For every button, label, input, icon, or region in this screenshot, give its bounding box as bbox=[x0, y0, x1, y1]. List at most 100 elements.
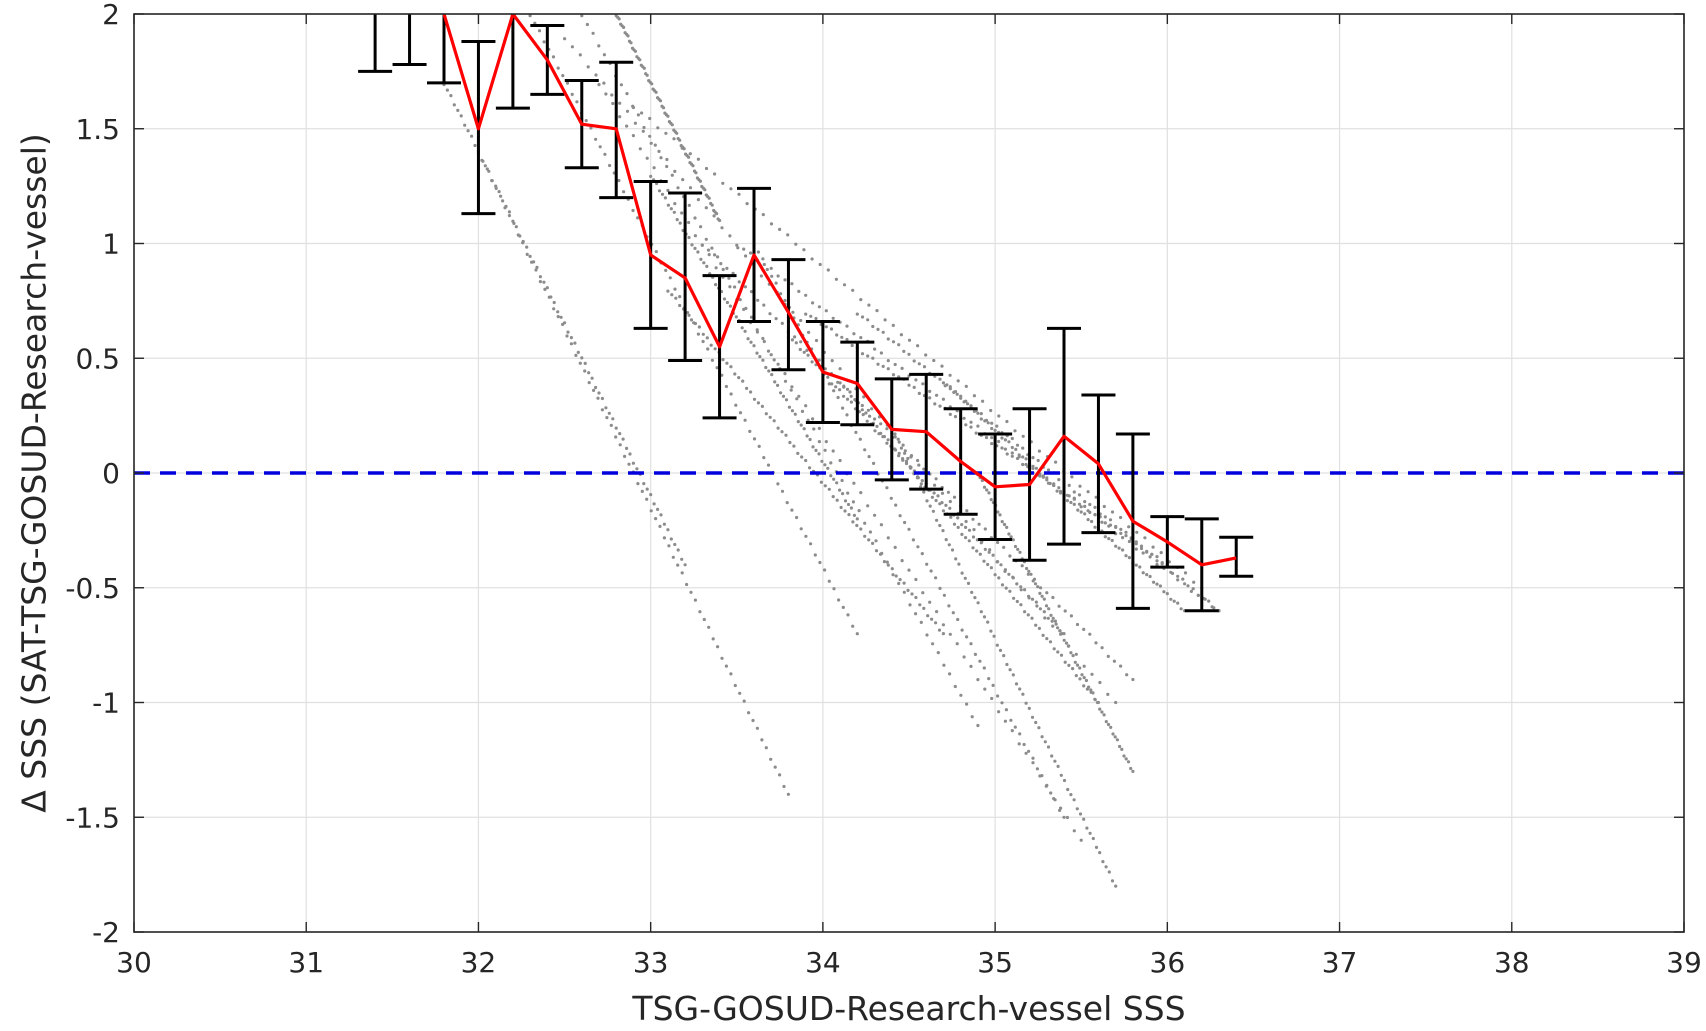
scatter-point bbox=[710, 246, 714, 250]
scatter-point bbox=[1114, 524, 1118, 529]
scatter-point bbox=[709, 343, 713, 347]
scatter-point bbox=[979, 417, 983, 421]
scatter-point bbox=[675, 218, 679, 222]
scatter-point bbox=[966, 581, 971, 586]
scatter-point bbox=[731, 271, 735, 275]
scatter-point bbox=[507, 210, 511, 214]
scatter-point bbox=[989, 566, 994, 570]
scatter-point bbox=[701, 332, 705, 336]
scatter-point bbox=[871, 541, 875, 546]
scatter-point bbox=[830, 382, 834, 386]
scatter-point bbox=[921, 591, 925, 595]
scatter-point bbox=[1015, 599, 1019, 604]
scatter-point bbox=[886, 359, 890, 363]
scatter-point bbox=[590, 376, 594, 380]
scatter-point bbox=[700, 243, 704, 247]
scatter-point bbox=[669, 537, 673, 541]
scatter-point bbox=[1176, 601, 1180, 605]
scatter-point bbox=[670, 173, 674, 177]
scatter-point bbox=[1100, 710, 1104, 714]
scatter-point bbox=[1057, 478, 1061, 482]
scatter-point bbox=[983, 687, 987, 691]
scatter-point bbox=[962, 655, 966, 659]
scatter-point bbox=[1071, 667, 1075, 671]
scatter-point bbox=[1189, 589, 1193, 594]
scatter-point bbox=[842, 283, 847, 287]
scatter-point bbox=[996, 540, 1000, 545]
scatter-point bbox=[1026, 572, 1030, 576]
scatter-point bbox=[1084, 678, 1088, 683]
scatter-point bbox=[794, 341, 798, 345]
scatter-point bbox=[691, 164, 695, 168]
scatter-point bbox=[835, 333, 839, 337]
scatter-point bbox=[1108, 518, 1113, 522]
scatter-point bbox=[642, 66, 646, 70]
y-tick-label: 1 bbox=[102, 228, 120, 261]
scatter-point bbox=[756, 298, 760, 302]
scatter-point bbox=[783, 379, 788, 383]
scatter-point bbox=[877, 432, 881, 436]
scatter-point bbox=[1115, 738, 1119, 742]
scatter-point bbox=[687, 220, 691, 225]
x-tick-label: 35 bbox=[977, 946, 1013, 979]
scatter-point bbox=[997, 439, 1001, 444]
scatter-point bbox=[1024, 462, 1028, 467]
scatter-point bbox=[940, 501, 944, 505]
scatter-point bbox=[914, 378, 918, 382]
scatter-point bbox=[594, 73, 598, 77]
scatter-point bbox=[991, 553, 995, 557]
scatter-point bbox=[786, 233, 790, 237]
scatter-point bbox=[1083, 512, 1087, 516]
scatter-point bbox=[912, 385, 916, 389]
scatter-point bbox=[967, 539, 971, 543]
scatter-point bbox=[631, 208, 635, 213]
scatter-point bbox=[607, 411, 611, 415]
scatter-point bbox=[780, 430, 784, 434]
scatter-point bbox=[983, 547, 987, 552]
scatter-point bbox=[1041, 474, 1045, 478]
scatter-point bbox=[704, 237, 708, 241]
scatter-point bbox=[902, 349, 906, 353]
scatter-point bbox=[879, 523, 884, 527]
scatter-point bbox=[1034, 600, 1038, 604]
scatter-point bbox=[829, 327, 834, 331]
scatter-point bbox=[1083, 504, 1087, 508]
scatter-point bbox=[971, 535, 976, 539]
scatter-point bbox=[860, 403, 864, 408]
scatter-point bbox=[834, 385, 838, 389]
scatter-point bbox=[809, 542, 813, 546]
scatter-point bbox=[712, 214, 716, 218]
scatter-point bbox=[641, 129, 645, 133]
scatter-point bbox=[990, 421, 994, 425]
scatter-point bbox=[960, 628, 964, 632]
scatter-point bbox=[769, 266, 773, 270]
scatter-point bbox=[583, 369, 587, 373]
scatter-point bbox=[645, 73, 649, 77]
scatter-point bbox=[764, 412, 768, 416]
scatter-point bbox=[538, 275, 543, 279]
scatter-point bbox=[565, 81, 570, 85]
scatter-point bbox=[899, 446, 904, 450]
scatter-point bbox=[1110, 510, 1115, 514]
x-tick-label: 30 bbox=[116, 946, 152, 979]
scatter-point bbox=[676, 186, 680, 190]
scatter-point bbox=[561, 74, 565, 78]
scatter-point bbox=[991, 683, 995, 688]
scatter-point bbox=[805, 434, 809, 438]
scatter-point bbox=[625, 92, 629, 96]
scatter-point bbox=[993, 428, 997, 432]
scatter-point bbox=[575, 100, 579, 104]
grid bbox=[133, 13, 1685, 933]
scatter-point bbox=[605, 416, 609, 420]
scatter-point bbox=[1088, 502, 1092, 507]
scatter-point bbox=[964, 519, 968, 524]
scatter-point bbox=[1008, 589, 1012, 593]
scatter-point bbox=[1062, 778, 1067, 783]
scatter-point bbox=[1112, 659, 1116, 663]
scatter-point bbox=[1062, 638, 1066, 642]
scatter-point bbox=[551, 55, 556, 59]
scatter-point bbox=[1119, 527, 1123, 532]
scatter-point bbox=[640, 111, 644, 115]
scatter-point bbox=[1003, 438, 1008, 442]
scatter-point bbox=[583, 361, 587, 365]
